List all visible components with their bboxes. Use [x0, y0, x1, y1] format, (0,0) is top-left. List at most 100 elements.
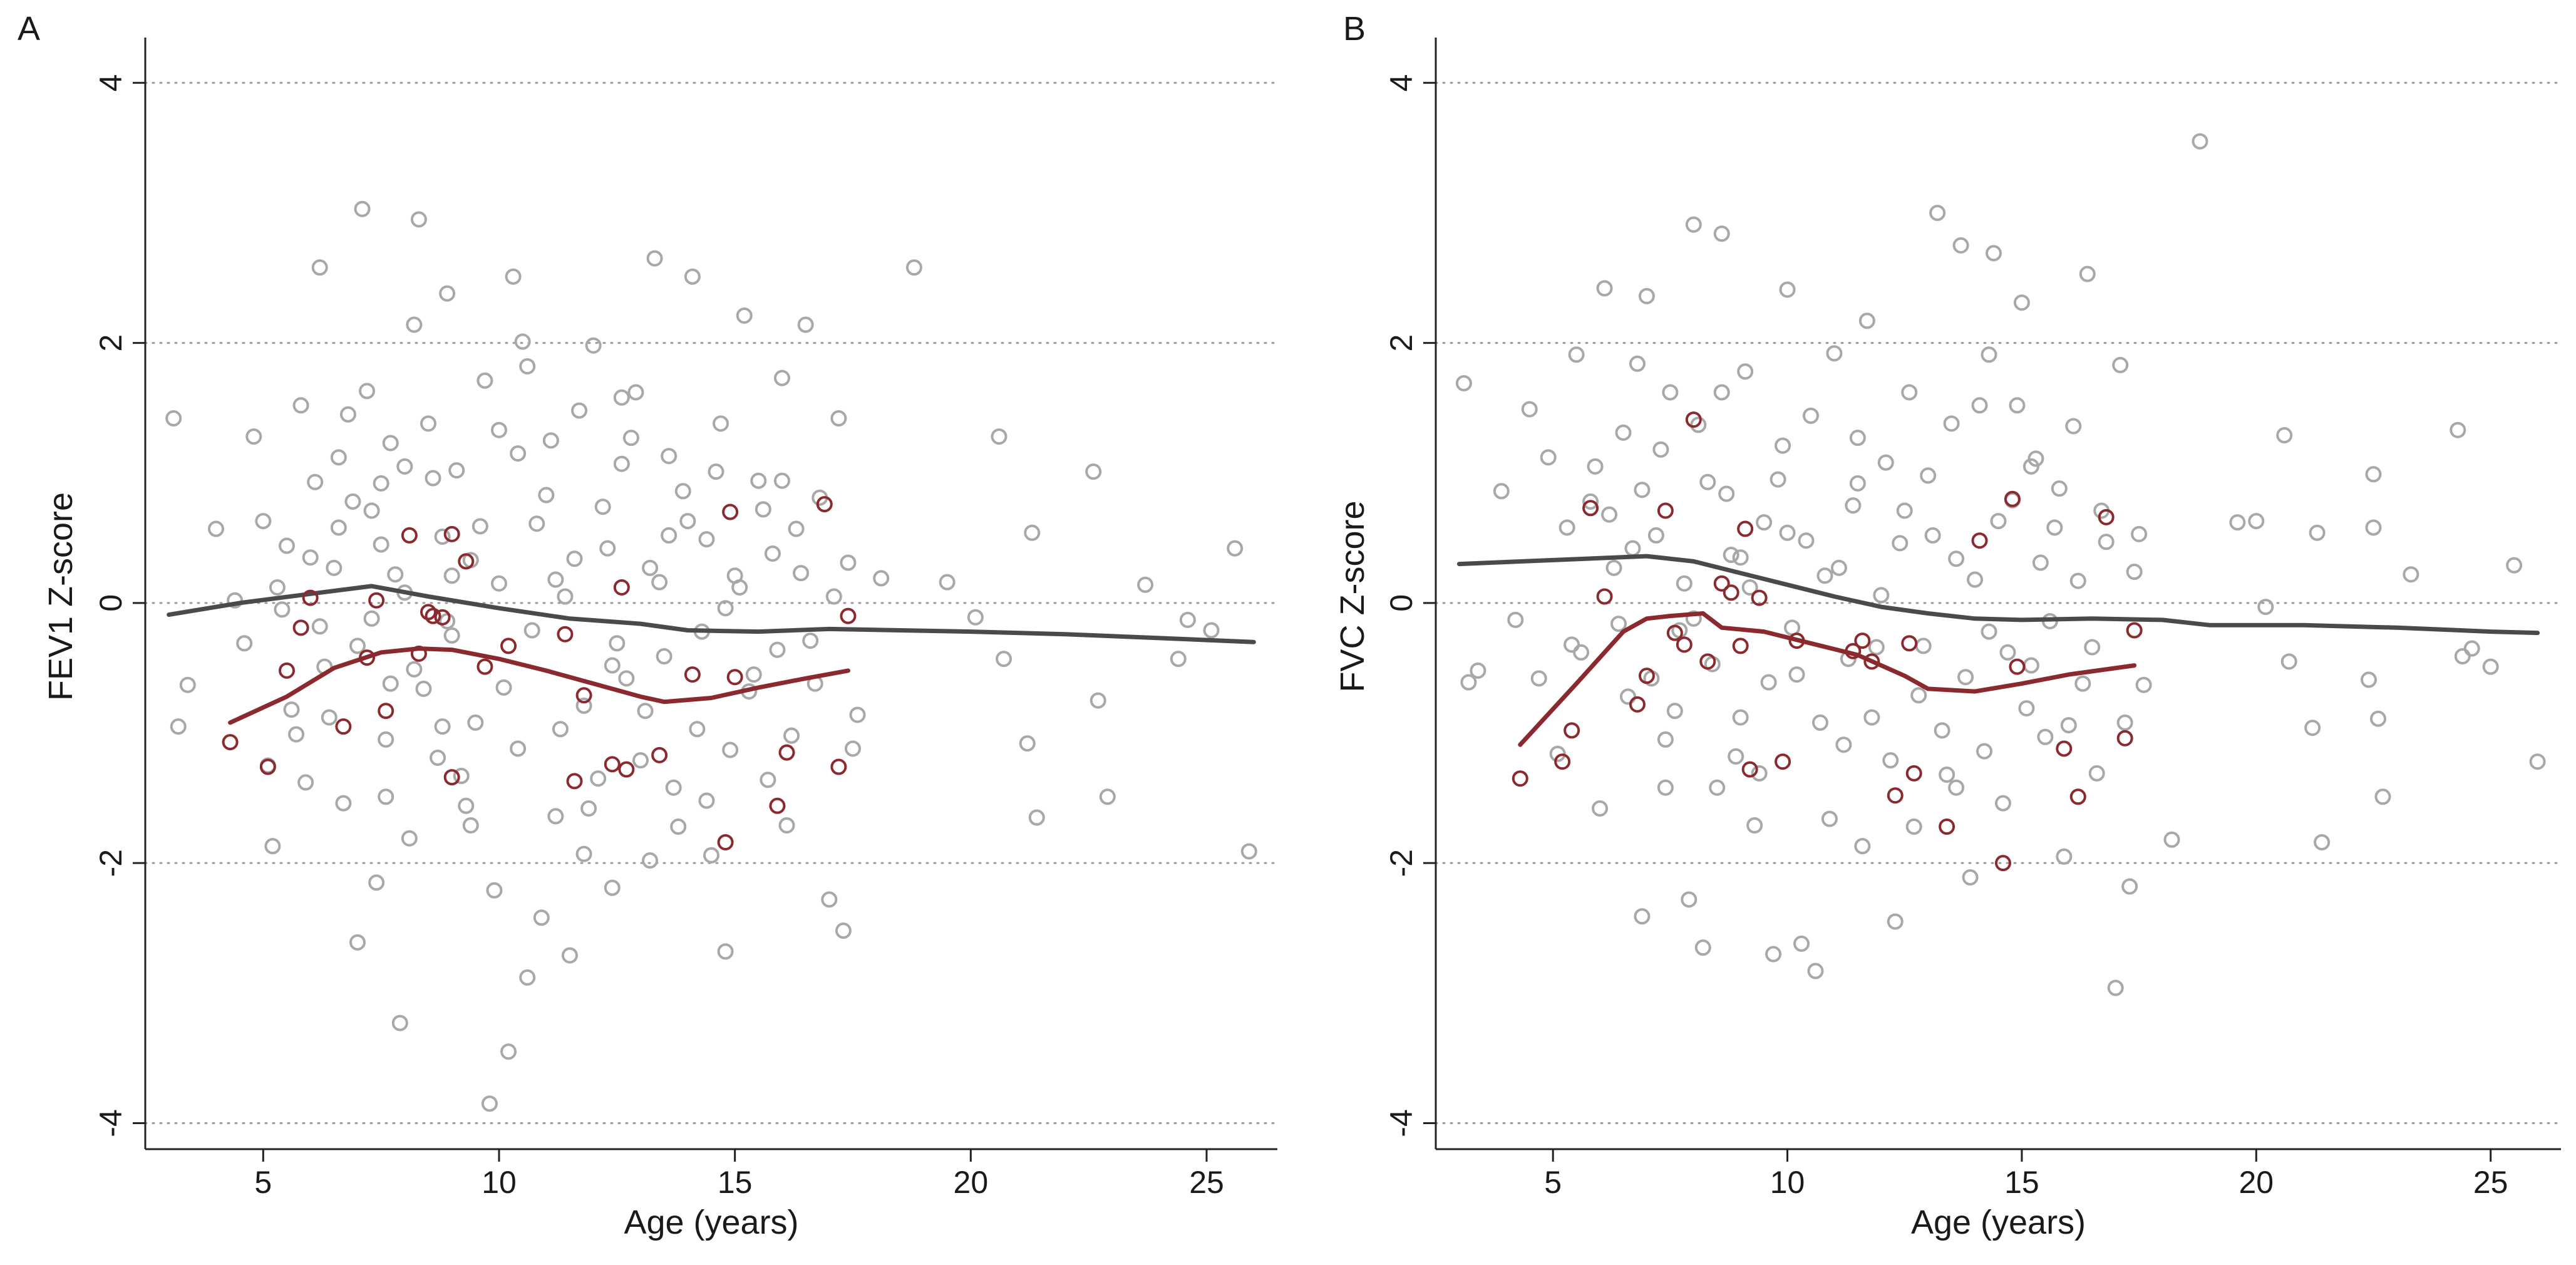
data-point [2004, 490, 2021, 507]
y-tick-label: -2 [1384, 849, 1419, 877]
data-point [1582, 493, 1599, 510]
data-point [698, 792, 715, 809]
data-point [674, 483, 691, 500]
data-point [1976, 743, 1993, 760]
data-point [1203, 622, 1220, 639]
data-point [2309, 524, 2326, 541]
data-point [613, 389, 630, 406]
data-point [344, 493, 361, 510]
data-point [1685, 216, 1702, 233]
data-point [684, 268, 701, 285]
data-point [2079, 266, 2096, 282]
data-point [708, 463, 724, 480]
data-point [613, 579, 630, 596]
data-point [604, 756, 621, 773]
y-tick-label: 2 [93, 334, 128, 352]
data-point [1863, 653, 1880, 670]
x-tick-label: 5 [254, 1165, 272, 1200]
data-point [1170, 651, 1187, 668]
data-point [292, 619, 309, 636]
data-point [2065, 418, 2082, 435]
data-point [755, 501, 771, 518]
data-point [2304, 720, 2321, 736]
data-point [2022, 458, 2039, 475]
data-point [1699, 653, 1716, 670]
data-point [420, 604, 436, 621]
data-point [613, 455, 630, 472]
x-axis-title: Age (years) [1911, 1204, 2086, 1241]
data-point [2032, 554, 2049, 571]
data-point [425, 470, 441, 487]
data-point [547, 808, 564, 825]
data-point [2403, 566, 2419, 583]
data-point [1690, 416, 1707, 433]
data-point [689, 721, 706, 738]
data-point [717, 943, 734, 960]
data-point [2107, 979, 2124, 996]
data-point [1887, 913, 1904, 930]
data-point [821, 891, 838, 908]
y-tick-label: 0 [93, 594, 128, 612]
data-point [1019, 735, 1036, 752]
data-point [2009, 658, 2026, 675]
data-point [279, 662, 295, 679]
data-point [1227, 540, 1244, 557]
data-point [1657, 502, 1674, 519]
data-point [764, 545, 781, 562]
data-point [1179, 611, 1196, 628]
data-point [1807, 963, 1824, 979]
data-point [1460, 674, 1477, 691]
data-point [467, 714, 484, 731]
data-point [1657, 779, 1674, 796]
smooth-line-highlighted [1518, 611, 2137, 747]
data-point [1971, 397, 1988, 414]
data-point [778, 744, 795, 761]
data-point [2051, 480, 2068, 497]
data-point [845, 740, 861, 757]
data-point [797, 316, 814, 333]
data-point [259, 758, 276, 775]
data-point [1592, 800, 1609, 817]
data-point [1760, 674, 1777, 691]
data-point [1948, 779, 1965, 796]
data-point [793, 565, 810, 582]
data-point [722, 741, 739, 758]
data-point [2126, 564, 2143, 581]
data-point [679, 513, 696, 530]
data-point [547, 571, 564, 588]
data-point [1952, 237, 1969, 254]
data-point [443, 769, 460, 786]
data-point [1530, 670, 1547, 687]
data-point [1868, 639, 1885, 656]
data-point [1137, 576, 1154, 593]
data-point [1765, 946, 1782, 963]
data-point [726, 669, 743, 686]
data-point [1629, 696, 1646, 713]
data-point [1892, 535, 1909, 552]
data-point [2069, 788, 2086, 805]
scatter-series-all [1455, 133, 2546, 996]
data-point [311, 259, 328, 276]
data-point [1873, 587, 1890, 604]
data-point [1826, 345, 1843, 362]
data-point [1709, 779, 1726, 796]
data-point [491, 575, 507, 592]
data-point [1962, 869, 1979, 886]
data-point [1732, 709, 1749, 726]
data-point [575, 845, 592, 862]
data-point [1699, 473, 1716, 490]
data-point [510, 445, 527, 462]
data-point [1939, 766, 1955, 783]
data-point [434, 609, 451, 626]
data-point [1601, 506, 1618, 523]
data-point [1798, 532, 1815, 549]
data-point [1455, 374, 1472, 391]
data-point [1634, 482, 1651, 498]
data-point [1615, 424, 1632, 441]
data-point [1981, 623, 1997, 640]
y-tick-label: -2 [93, 849, 128, 877]
data-point [905, 259, 922, 276]
data-point [538, 487, 555, 503]
data-point [670, 818, 687, 835]
